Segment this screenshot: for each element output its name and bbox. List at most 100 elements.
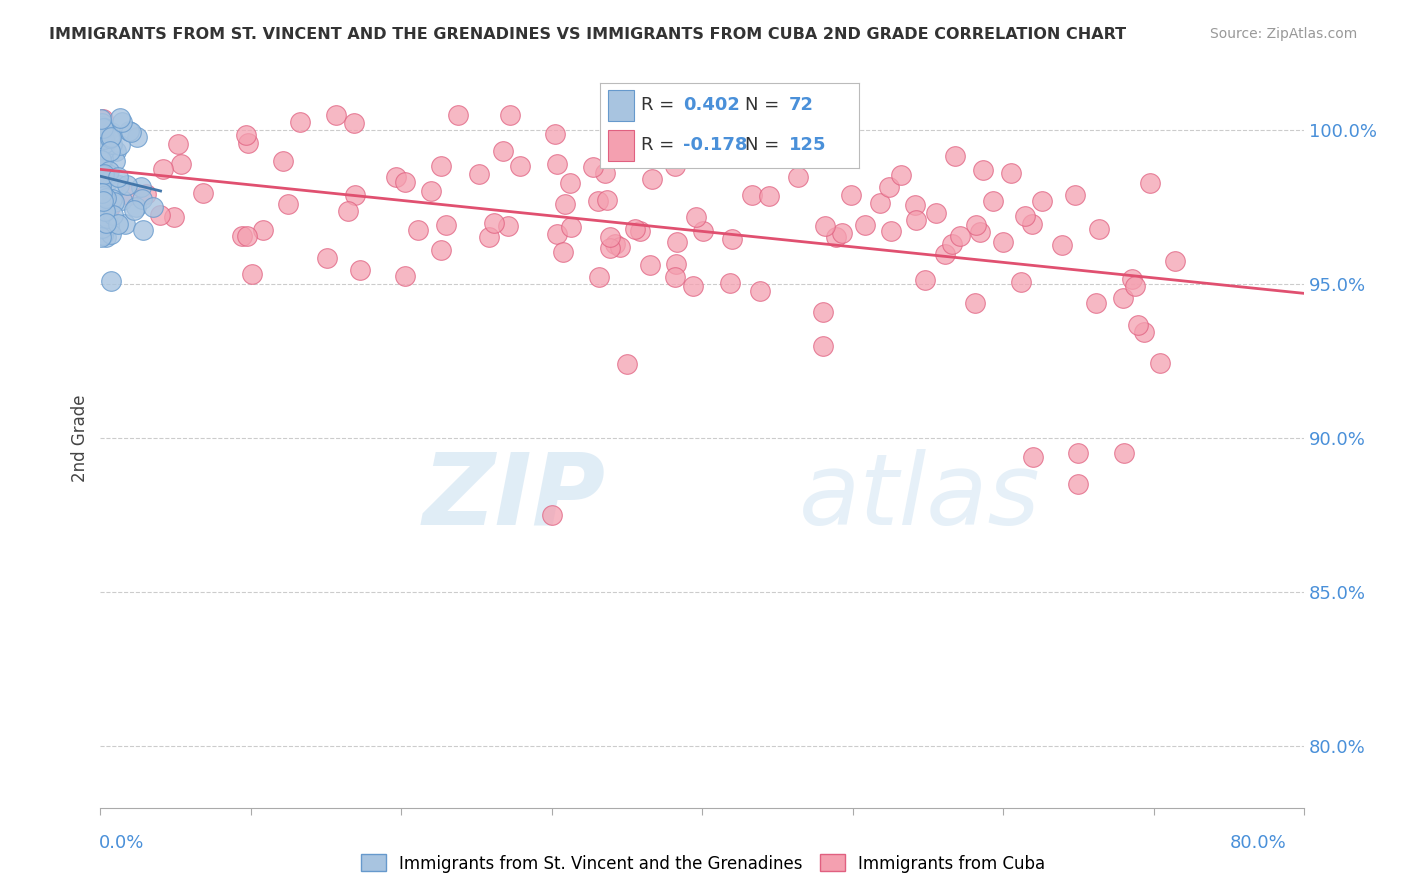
Point [945,149,967,163]
Point [325,108,347,122]
Point [91,153,114,167]
Point [811,305,834,319]
Point [93,167,115,181]
Point [90,179,112,194]
Point [1163,254,1185,268]
Point [949,228,972,243]
Point [638,258,661,272]
Point [120,125,142,139]
Point [90,230,112,244]
Point [288,115,311,129]
Point [91,120,114,135]
Point [94,203,117,218]
Text: 80.0%: 80.0% [1230,834,1286,852]
Point [90,116,112,130]
Point [135,187,157,202]
Point [385,169,408,184]
Point [100,274,122,288]
Point [603,237,626,252]
Point [236,228,259,243]
Point [839,188,862,202]
Point [786,169,808,184]
Point [467,167,489,181]
Point [343,115,366,129]
Point [692,224,714,238]
Point [100,125,122,139]
Point [904,198,927,212]
Point [97,167,120,181]
Point [434,219,457,233]
Point [98,145,121,159]
Point [721,232,744,246]
Point [1021,217,1043,231]
Point [131,223,153,237]
Point [420,184,443,198]
Point [93,112,115,127]
Point [98,131,121,145]
Point [91,136,114,150]
Text: Source: ZipAtlas.com: Source: ZipAtlas.com [1209,27,1357,41]
Point [236,136,259,150]
Point [93,202,115,217]
Point [118,123,141,137]
Point [1088,222,1111,236]
Point [110,137,132,152]
Point [623,222,645,236]
Point [664,159,686,173]
Point [231,228,253,243]
Point [1067,477,1090,491]
Point [1112,446,1135,460]
Point [914,273,936,287]
Point [855,218,877,232]
Point [108,178,131,193]
Point [110,114,132,128]
Point [108,111,131,125]
Legend: Immigrants from St. Vincent and the Grenadines, Immigrants from Cuba: Immigrants from St. Vincent and the Gren… [354,847,1052,880]
Point [406,223,429,237]
Point [664,270,686,285]
Text: IMMIGRANTS FROM ST. VINCENT AND THE GRENADINES VS IMMIGRANTS FROM CUBA 2ND GRADE: IMMIGRANTS FROM ST. VINCENT AND THE GREN… [49,27,1126,42]
Point [90,119,112,133]
Point [125,130,148,145]
Point [96,211,118,225]
Point [877,180,900,194]
Point [93,136,115,150]
Point [91,227,114,242]
Point [748,284,770,298]
Point [91,221,114,235]
Point [235,128,257,143]
Point [1064,188,1087,202]
Point [166,136,188,151]
Point [394,175,416,189]
Point [1000,166,1022,180]
Point [969,225,991,239]
Point [90,153,112,167]
Point [141,200,163,214]
Point [599,241,621,255]
Point [613,130,636,145]
Point [447,108,470,122]
Point [429,159,451,173]
Text: ZIP: ZIP [423,449,606,546]
Point [118,187,141,202]
Point [628,225,651,239]
Point [1133,325,1156,339]
Point [122,202,145,217]
Point [129,180,152,194]
Point [814,219,837,233]
Point [546,156,568,170]
Point [429,243,451,257]
Point [107,169,129,184]
Point [90,190,112,204]
Point [315,251,337,265]
Point [509,159,531,173]
Point [1010,275,1032,289]
Point [1052,237,1074,252]
Point [343,188,366,202]
Point [551,244,574,259]
Point [91,186,114,200]
Point [252,223,274,237]
Point [1112,291,1135,305]
Point [104,154,127,169]
Point [941,236,963,251]
